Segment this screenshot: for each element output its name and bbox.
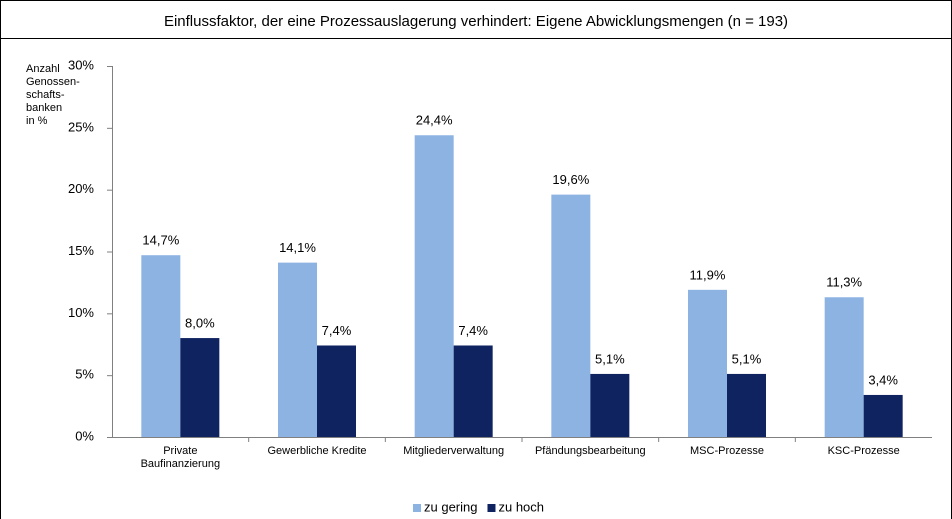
y-tick-label: 25% — [68, 119, 94, 134]
legend-swatch — [413, 504, 421, 512]
data-label: 7,4% — [458, 323, 488, 338]
y-tick-label: 0% — [75, 428, 94, 443]
x-tick-label: MSC-Prozesse — [690, 445, 764, 457]
x-tick-label: Pfändungsbearbeitung — [534, 445, 646, 457]
y-axis-label: Anzahl Genossen- schafts- banken in % — [26, 63, 80, 127]
bar — [414, 135, 454, 437]
y-tick-label: 20% — [68, 181, 94, 196]
data-label: 5,1% — [595, 351, 625, 366]
legend-label: zu hoch — [498, 499, 544, 514]
y-tick-label: 30% — [68, 57, 94, 72]
bar — [688, 289, 727, 437]
data-label: 14,1% — [279, 240, 316, 255]
chart-title: Einflussfaktor, der eine Prozessauslager… — [164, 13, 788, 30]
x-tick-label: KSC-Prozesse — [827, 445, 900, 457]
y-tick-label: 15% — [68, 243, 94, 258]
bar — [180, 338, 220, 437]
bar — [824, 297, 864, 437]
data-label: 14,7% — [142, 233, 179, 248]
data-label: 11,3% — [826, 275, 862, 290]
y-tick-label: 10% — [68, 305, 94, 320]
data-label: 19,6% — [552, 172, 589, 187]
bar — [317, 345, 356, 437]
bar — [863, 394, 903, 437]
data-label: 24,4% — [416, 113, 453, 128]
data-label: 8,0% — [185, 316, 215, 331]
legend-swatch — [487, 504, 496, 512]
bar — [278, 262, 317, 437]
data-label: 7,4% — [322, 323, 352, 338]
y-tick-label: 5% — [75, 367, 94, 382]
x-tick-label: Private Baufinanzierung — [140, 445, 221, 470]
bar — [551, 194, 591, 437]
data-label: 11,9% — [690, 267, 726, 282]
x-tick-label: Mitgliederverwaltung — [403, 445, 505, 457]
data-label: 5,1% — [732, 351, 762, 366]
bar — [727, 373, 766, 437]
bar — [141, 255, 181, 437]
data-label: 3,4% — [868, 372, 898, 387]
bar — [590, 373, 630, 437]
x-tick-label: Gewerbliche Kredite — [267, 445, 367, 457]
bar — [453, 345, 493, 437]
legend-label: zu gering — [424, 499, 477, 514]
